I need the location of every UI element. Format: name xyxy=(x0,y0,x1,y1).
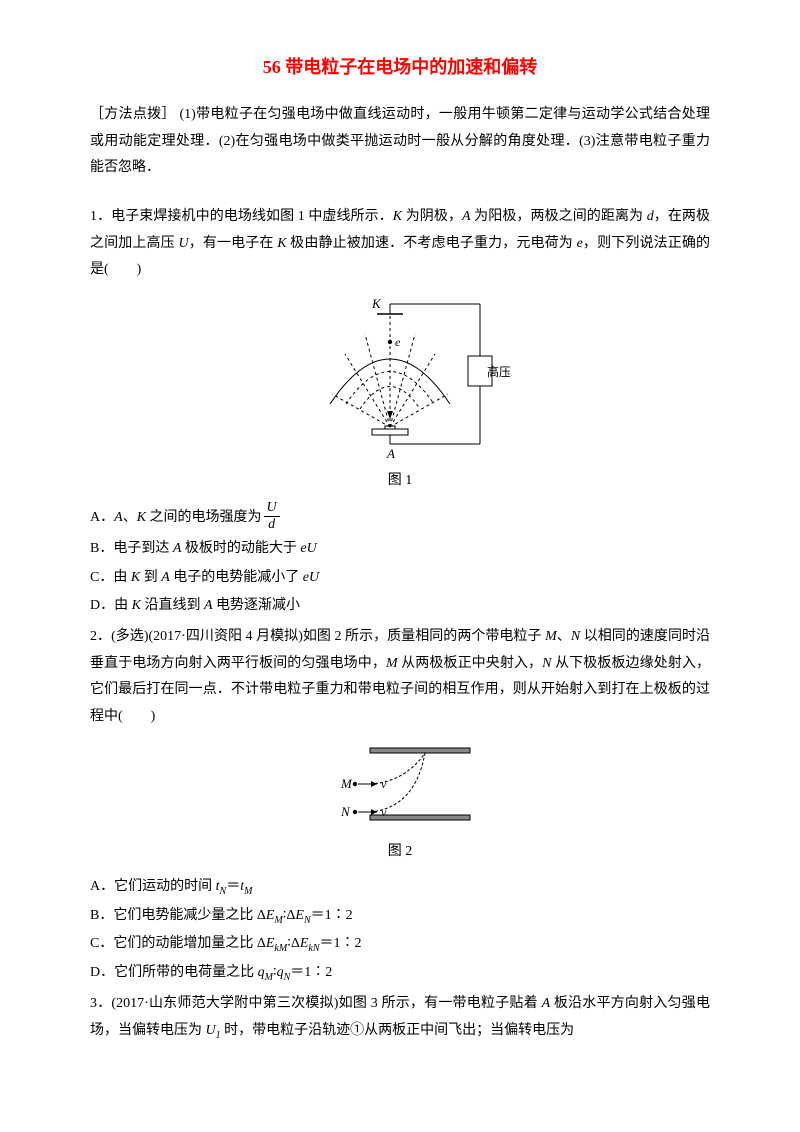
q3-stem: 3．(2017·山东师范大学附中第三次模拟)如图 3 所示，有一带电粒子贴着 A… xyxy=(90,991,710,1044)
q1c-pre: C．由 xyxy=(90,570,131,585)
q2b-EN: E xyxy=(295,908,304,923)
q2-option-b: B．它们电势能减少量之比 ΔEM∶ΔEN＝1∶2 xyxy=(90,903,710,930)
q1-text-c: 为阳极，两极之间的距离为 xyxy=(471,209,647,224)
figure-1-caption: 图 1 xyxy=(90,468,710,495)
q2-d: 从两极板正中央射入， xyxy=(398,656,543,671)
fraction-U-d: Ud xyxy=(264,500,280,532)
q2d-qN: q xyxy=(277,965,284,980)
frac-den: d xyxy=(264,517,280,532)
fig2-N: N xyxy=(340,804,351,819)
figure-2-caption: 图 2 xyxy=(90,839,710,866)
q3-A: A xyxy=(542,996,551,1011)
q1c-A: A xyxy=(161,570,170,585)
fig2-v1: v xyxy=(381,777,387,791)
q1-K2: K xyxy=(277,236,286,251)
q1d-pre: D．由 xyxy=(90,598,132,613)
q1-stem: 1．电子束焊接机中的电场线如图 1 中虚线所示．K 为阴极，A 为阳极，两极之间… xyxy=(90,204,710,284)
q2c-EkMs: kM xyxy=(274,943,287,954)
q2a-tMs: M xyxy=(244,886,252,897)
q2b-post: ＝1∶2 xyxy=(311,908,353,923)
q1b-post: 极板时的动能大于 xyxy=(181,541,300,556)
q1-option-b: B．电子到达 A 极板时的动能大于 eU xyxy=(90,536,710,563)
q1-text-a: 1．电子束焊接机中的电场线如图 1 中虚线所示． xyxy=(90,209,393,224)
q1b-pre: B．电子到达 xyxy=(90,541,173,556)
q1a-K: K xyxy=(137,510,146,525)
q1-text-e: ，有一电子在 xyxy=(189,236,278,251)
fig1-hv-label: 高压 xyxy=(487,364,510,379)
q2d-qM: q xyxy=(258,965,265,980)
fig1-K-label: K xyxy=(371,296,382,311)
q2-M2: M xyxy=(386,656,398,671)
page: 56 带电粒子在电场中的加速和偏转 ［方法点拨］ (1)带电粒子在匀强电场中做直… xyxy=(0,0,800,1132)
q2-b: 、 xyxy=(557,629,571,644)
q1c-mid: 到 xyxy=(140,570,161,585)
figure-1: K A e xyxy=(90,294,710,464)
q1-text-f: 极由静止被加速．不考虑电子重力，元电荷为 xyxy=(287,236,577,251)
q3-c: 时，带电粒子沿轨迹①从两板正中间飞出；当偏转电压为 xyxy=(221,1023,575,1038)
q2c-mid: ∶Δ xyxy=(287,936,300,951)
q1-text-b: 为阴极， xyxy=(402,209,462,224)
q2-stem: 2．(多选)(2017·四川资阳 4 月模拟)如图 2 所示，质量相同的两个带电… xyxy=(90,624,710,730)
q2d-qMs: M xyxy=(265,972,273,983)
q2d-pre: D．它们所带的电荷量之比 xyxy=(90,965,258,980)
q3-U1: U xyxy=(206,1023,216,1038)
q1-A: A xyxy=(462,209,471,224)
hint-text: (1)带电粒子在匀强电场中做直线运动时，一般用牛顿第二定律与运动学公式结合处理或… xyxy=(90,107,710,175)
q1-U: U xyxy=(178,236,188,251)
q2-a: 2．(多选)(2017·四川资阳 4 月模拟)如图 2 所示，质量相同的两个带电… xyxy=(90,629,545,644)
q2d-post: ＝1∶2 xyxy=(290,965,332,980)
q2-N: N xyxy=(571,629,580,644)
q1a-pre: A． xyxy=(90,510,114,525)
q1c-post: 电子的电势能减小了 xyxy=(170,570,303,585)
q2-option-c: C．它们的动能增加量之比 ΔEkM∶ΔEkN＝1∶2 xyxy=(90,931,710,958)
fig2-M: M xyxy=(340,776,353,791)
q1-K: K xyxy=(393,209,402,224)
q2c-pre: C．它们的动能增加量之比 Δ xyxy=(90,936,266,951)
q1d-A: A xyxy=(204,598,213,613)
q2-M: M xyxy=(545,629,557,644)
q2-option-d: D．它们所带的电荷量之比 qM∶qN＝1∶2 xyxy=(90,960,710,987)
method-hint: ［方法点拨］ (1)带电粒子在匀强电场中做直线运动时，一般用牛顿第二定律与运动学… xyxy=(90,102,710,182)
q1-option-c: C．由 K 到 A 电子的电势能减小了 eU xyxy=(90,565,710,592)
q1-option-d: D．由 K 沿直线到 A 电势逐渐减小 xyxy=(90,593,710,620)
q2c-post: ＝1∶2 xyxy=(320,936,362,951)
q2a-pre: A．它们运动的时间 xyxy=(90,879,216,894)
q1d-post: 电势逐渐减小 xyxy=(213,598,301,613)
q1d-mid: 沿直线到 xyxy=(141,598,204,613)
fig1-e-label: e xyxy=(395,335,401,349)
q1a-m2: 之间的电场强度为 xyxy=(146,510,262,525)
q2-option-a: A．它们运动的时间 tN＝tM xyxy=(90,874,710,901)
hint-label: ［方法点拨］ xyxy=(90,107,176,122)
q1d-K: K xyxy=(132,598,141,613)
q2c-EkNs: kN xyxy=(308,943,319,954)
q2b-mid: ∶Δ xyxy=(283,908,296,923)
q2a-eq: ＝ xyxy=(226,879,240,894)
q1c-K: K xyxy=(131,570,140,585)
fig2-v2: v xyxy=(381,805,387,819)
q3-a: 3．(2017·山东师范大学附中第三次模拟)如图 3 所示，有一带电粒子贴着 xyxy=(90,996,542,1011)
q1-option-a: A．A、K 之间的电场强度为Ud xyxy=(90,502,710,534)
q1c-eU: eU xyxy=(303,570,319,585)
page-title: 56 带电粒子在电场中的加速和偏转 xyxy=(90,50,710,84)
spacer xyxy=(90,186,710,200)
q2b-pre: B．它们电势能减少量之比 Δ xyxy=(90,908,266,923)
q1b-eU: eU xyxy=(300,541,316,556)
q1a-A: A xyxy=(114,510,123,525)
q1a-m1: 、 xyxy=(123,510,137,525)
q1-d: d xyxy=(647,209,654,224)
q2-N2: N xyxy=(542,656,551,671)
q2b-EMs: M xyxy=(274,914,282,925)
fig1-A-label: A xyxy=(386,446,395,461)
figure-2: M v N v xyxy=(90,740,710,835)
q2b-ENs: N xyxy=(304,914,311,925)
frac-num: U xyxy=(264,500,280,516)
